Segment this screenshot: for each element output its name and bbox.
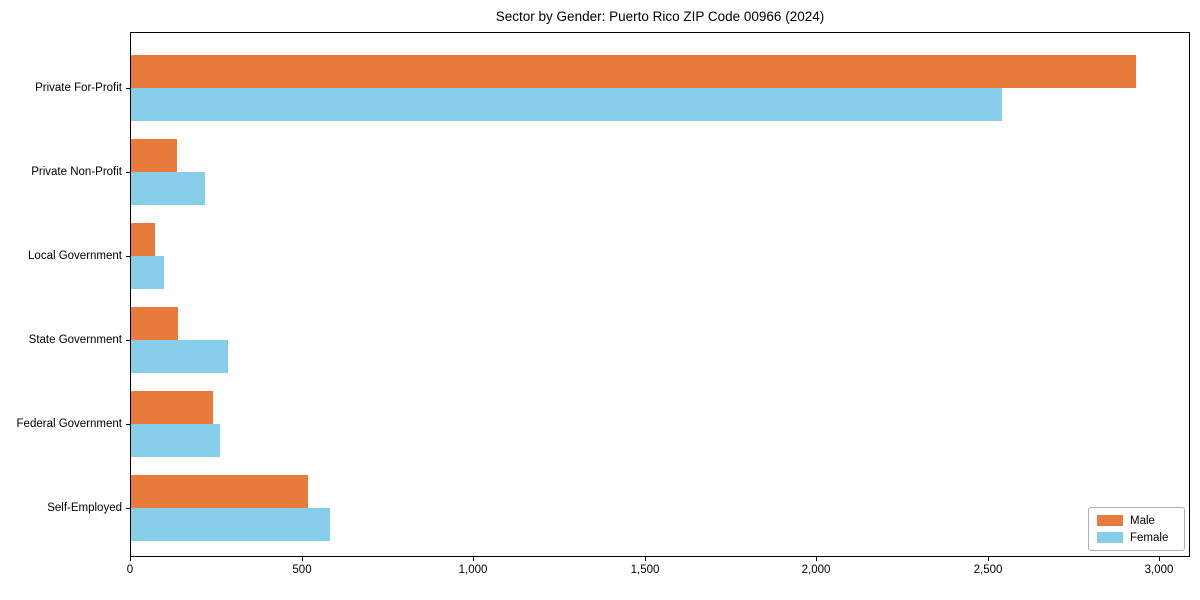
x-tick-label-1-500: 1,500 [630,564,660,576]
x-tick-mark [1159,557,1160,561]
x-tick-mark [645,557,646,561]
bar-female-private-non-profit [131,172,205,205]
legend-swatch-female [1097,532,1123,543]
bar-male-local-government [131,223,155,256]
x-tick-mark [130,557,131,561]
x-tick-mark [816,557,817,561]
y-tick-label-private-non-profit: Private Non-Profit [31,166,122,178]
bar-female-state-government [131,340,228,373]
bar-male-self-employed [131,475,308,508]
bar-male-private-for-profit [131,55,1136,88]
bar-female-self-employed [131,508,330,541]
x-tick-mark [988,557,989,561]
bar-male-federal-government [131,391,213,424]
x-tick-label-500: 500 [292,564,312,576]
x-tick-label-0: 0 [126,564,134,576]
x-tick-label-1-000: 1,000 [458,564,488,576]
x-tick-mark [473,557,474,561]
legend-item-female: Female [1097,532,1176,544]
bar-male-private-non-profit [131,139,177,172]
y-tick-mark [126,256,130,257]
y-tick-label-self-employed: Self-Employed [47,502,122,514]
legend-item-male: Male [1097,515,1176,527]
bar-female-federal-government [131,424,220,457]
x-tick-label-3-000: 3,000 [1144,564,1174,576]
bar-male-state-government [131,307,178,340]
legend-label-male: Male [1130,514,1155,527]
y-tick-mark [126,508,130,509]
x-tick-label-2-500: 2,500 [973,564,1003,576]
x-tick-mark [302,557,303,561]
y-tick-label-state-government: State Government [28,334,122,346]
y-tick-mark [126,172,130,173]
y-tick-mark [126,340,130,341]
bar-female-local-government [131,256,164,289]
y-tick-mark [126,88,130,89]
x-tick-label-2-000: 2,000 [801,564,831,576]
y-tick-mark [126,424,130,425]
chart-title: Sector by Gender: Puerto Rico ZIP Code 0… [495,9,825,24]
bar-female-private-for-profit [131,88,1002,121]
y-tick-label-federal-government: Federal Government [16,418,122,430]
legend-swatch-male [1097,515,1123,526]
y-tick-label-private-for-profit: Private For-Profit [35,82,122,94]
y-tick-label-local-government: Local Government [28,250,122,262]
legend: Male Female [1088,507,1185,551]
legend-label-female: Female [1130,531,1169,544]
